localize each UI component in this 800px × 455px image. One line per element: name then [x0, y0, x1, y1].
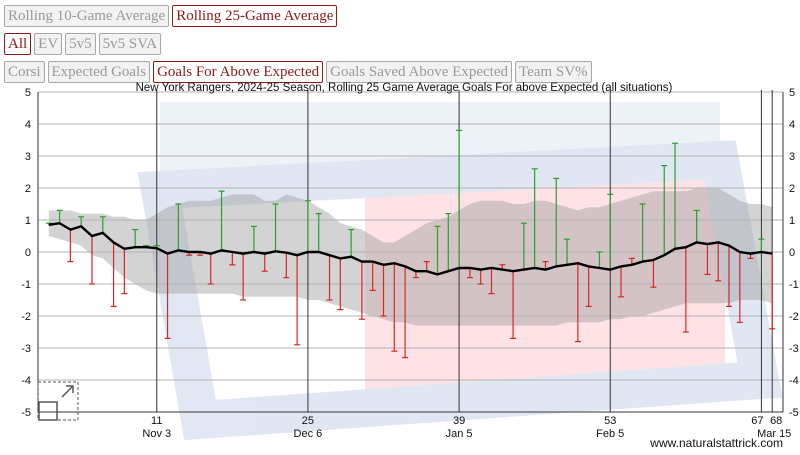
x-tick-game-label: 53	[604, 415, 616, 427]
situation-all-button[interactable]: All	[4, 33, 32, 55]
team-logo-watermark	[137, 102, 783, 441]
x-tick-date-label: Nov 3	[142, 428, 171, 440]
y-tick-label-left: 4	[25, 119, 31, 131]
band-layer	[48, 188, 773, 326]
metric-selector: Corsi Expected Goals Goals For Above Exp…	[4, 61, 592, 83]
y-tick-label-right: 3	[789, 151, 795, 163]
x-tick-game-label: 67	[751, 415, 763, 427]
y-tick-label-right: 2	[789, 183, 795, 195]
x-tick-game-label: 68	[770, 415, 782, 427]
y-tick-label-left: -3	[21, 343, 31, 355]
x-tick-game-label: 11	[151, 415, 162, 427]
y-tick-label-right: 1	[789, 215, 795, 227]
y-tick-label-left: 0	[25, 247, 31, 259]
y-tick-label-left: -4	[21, 375, 31, 387]
rolling-25-button[interactable]: Rolling 25-Game Average	[172, 5, 338, 27]
situation-5v5-sva-button[interactable]: 5v5 SVA	[98, 33, 161, 55]
range-band	[48, 188, 773, 326]
y-tick-label-left: 1	[25, 215, 31, 227]
x-tick-game-label: 39	[453, 415, 465, 427]
y-tick-label-right: -1	[789, 279, 799, 291]
situation-selector: All EV 5v5 5v5 SVA	[4, 33, 161, 55]
chart-title: New York Rangers, 2024-25 Season, Rollin…	[136, 82, 673, 94]
x-tick-game-label: 25	[302, 415, 314, 427]
x-tick-date-label: Mar 15	[757, 428, 791, 440]
line-layer	[48, 221, 773, 276]
goals-saved-above-expected-button[interactable]: Goals Saved Above Expected	[326, 61, 513, 83]
goals-for-above-expected-button[interactable]: Goals For Above Expected	[153, 61, 324, 83]
expected-goals-button[interactable]: Expected Goals	[47, 61, 151, 83]
x-tick-date-label: Jan 5	[446, 428, 473, 440]
rolling-window-selector: Rolling 10-Game Average Rolling 25-Game …	[4, 5, 338, 27]
y-tick-label-left: -5	[21, 407, 31, 419]
team-sv-pct-button[interactable]: Team SV%	[515, 61, 592, 83]
y-tick-label-right: -3	[789, 343, 799, 355]
y-tick-label-right: 5	[789, 87, 795, 99]
y-tick-label-right: -4	[789, 375, 799, 387]
site-watermark: www.naturalstattrick.com	[649, 436, 783, 450]
y-tick-label-left: -2	[21, 311, 31, 323]
y-tick-label-right: -2	[789, 311, 799, 323]
y-tick-label-left: 2	[25, 183, 31, 195]
y-tick-label-left: -1	[21, 279, 31, 291]
x-tick-date-label: Feb 5	[596, 428, 624, 440]
y-tick-label-left: 3	[25, 151, 31, 163]
y-tick-label-right: 4	[789, 119, 795, 131]
rolling-average-line	[48, 221, 773, 276]
y-tick-label-left: 5	[25, 87, 31, 99]
situation-ev-button[interactable]: EV	[34, 33, 63, 55]
x-tick-date-label: Dec 6	[294, 428, 323, 440]
expand-chart-icon[interactable]	[37, 381, 79, 421]
corsi-button[interactable]: Corsi	[4, 61, 45, 83]
situation-5v5-button[interactable]: 5v5	[65, 33, 96, 55]
rolling-10-button[interactable]: Rolling 10-Game Average	[4, 5, 170, 27]
y-tick-label-right: -5	[789, 407, 799, 419]
y-tick-label-right: 0	[789, 247, 795, 259]
